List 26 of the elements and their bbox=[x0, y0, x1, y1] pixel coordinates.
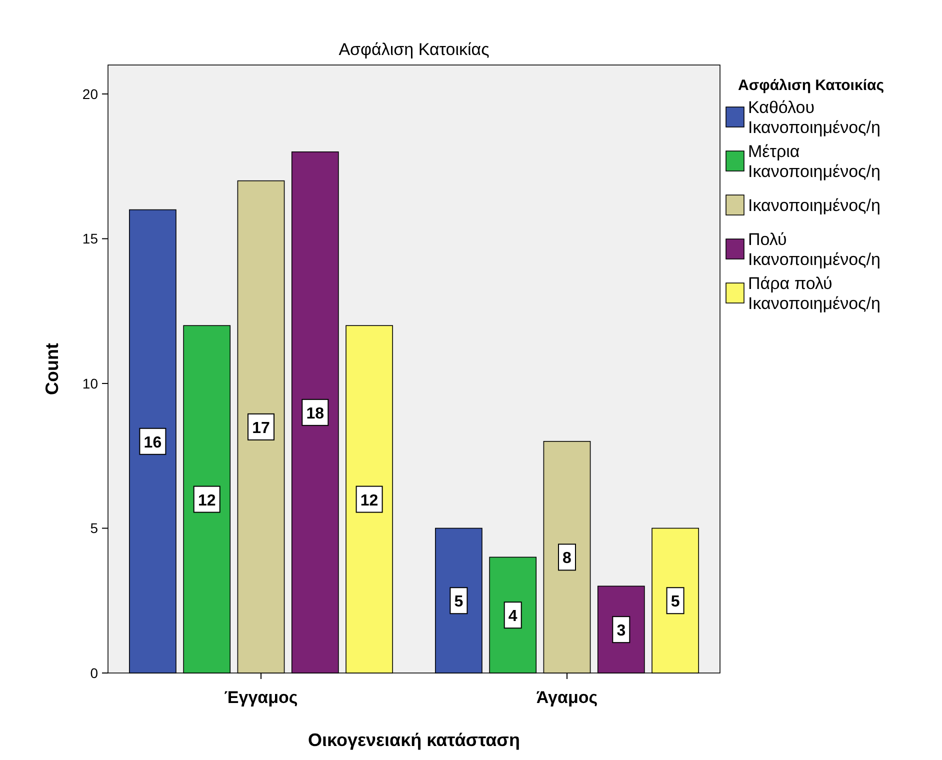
x-axis-title: Οικογενειακή κατάσταση bbox=[308, 730, 520, 750]
legend-label: Καθόλου Ικανοποιημένος/η bbox=[748, 98, 880, 137]
legend-label: Πολύ Ικανοποιημένος/η bbox=[748, 230, 880, 269]
y-tick-label: 20 bbox=[82, 86, 98, 102]
data-label: 16 bbox=[144, 434, 162, 452]
data-label: 17 bbox=[252, 420, 270, 437]
legend-label: Μέτρια Ικανοποιημένος/η bbox=[748, 142, 880, 181]
legend-label: Πάρα πολύ Ικανοποιημένος/η bbox=[748, 274, 880, 313]
data-label: 5 bbox=[454, 594, 464, 611]
legend-title: Ασφάλιση Κατοικίας bbox=[738, 77, 884, 94]
y-tick-label: 10 bbox=[82, 375, 98, 392]
y-axis-title: Count bbox=[42, 343, 62, 395]
chart-title: Ασφάλιση Κατοικίας bbox=[338, 40, 490, 59]
data-label: 12 bbox=[198, 492, 216, 510]
x-tick-label: Έγγαμος bbox=[224, 688, 298, 707]
x-tick-label: Άγαμος bbox=[536, 688, 598, 707]
data-label: 3 bbox=[616, 622, 626, 640]
legend-label: Ικανοποιημένος/η bbox=[748, 196, 880, 215]
data-label: 5 bbox=[670, 594, 680, 611]
y-tick-label: 5 bbox=[90, 520, 98, 536]
data-label: 8 bbox=[562, 550, 572, 568]
data-label: 18 bbox=[306, 405, 324, 422]
y-tick-label: 15 bbox=[82, 230, 98, 247]
data-label: 4 bbox=[508, 608, 518, 626]
data-label: 12 bbox=[360, 492, 378, 510]
y-tick-label: 0 bbox=[90, 665, 98, 681]
